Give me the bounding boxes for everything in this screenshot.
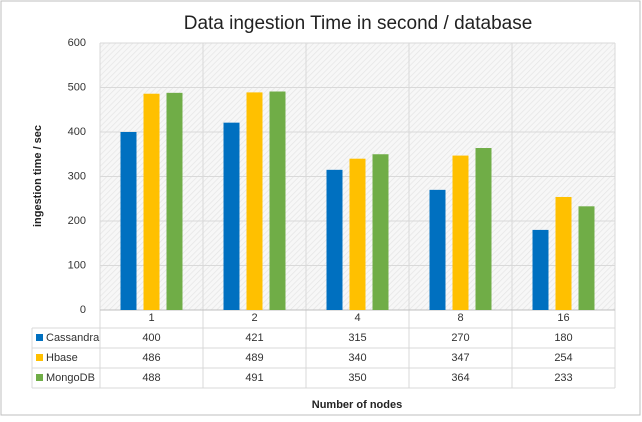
bar xyxy=(326,169,343,310)
x-tick-label: 2 xyxy=(251,312,257,324)
bar xyxy=(143,93,160,310)
legend-label: Cassandra xyxy=(46,332,100,344)
x-axis-title: Number of nodes xyxy=(312,399,402,411)
legend-label: MongoDB xyxy=(46,372,95,384)
y-tick-label: 300 xyxy=(68,170,86,182)
legend-key xyxy=(36,334,43,341)
table-cell: 340 xyxy=(348,352,366,364)
y-tick-label: 100 xyxy=(68,259,86,271)
y-tick-label: 0 xyxy=(80,304,86,316)
y-tick-label: 400 xyxy=(68,126,86,138)
y-tick-label: 600 xyxy=(68,37,86,49)
bar xyxy=(166,92,183,310)
table-cell: 364 xyxy=(451,372,469,384)
bar xyxy=(475,148,492,310)
table-cell: 180 xyxy=(554,332,572,344)
y-tick-label: 500 xyxy=(68,81,86,93)
x-tick-label: 1 xyxy=(148,312,154,324)
chart-title: Data ingestion Time in second / database xyxy=(184,13,533,34)
table-cell: 350 xyxy=(348,372,366,384)
bar xyxy=(223,122,240,310)
table-cell: 347 xyxy=(451,352,469,364)
x-tick-label: 8 xyxy=(457,312,463,324)
bar xyxy=(246,92,263,311)
table-cell: 233 xyxy=(554,372,572,384)
x-tick-label: 4 xyxy=(354,312,360,324)
bar xyxy=(349,158,366,310)
bar xyxy=(372,154,389,310)
table-cell: 315 xyxy=(348,332,366,344)
table-cell: 400 xyxy=(142,332,160,344)
legend-label: Hbase xyxy=(46,352,78,364)
legend-key xyxy=(36,374,43,381)
bar xyxy=(269,91,286,310)
bar xyxy=(532,229,549,310)
bar xyxy=(555,196,572,310)
table-cell: 488 xyxy=(142,372,160,384)
bar xyxy=(120,132,137,310)
table-cell: 491 xyxy=(245,372,263,384)
table-cell: 254 xyxy=(554,352,572,364)
table-cell: 270 xyxy=(451,332,469,344)
legend-key xyxy=(36,354,43,361)
bar xyxy=(578,206,595,310)
bar xyxy=(452,155,469,310)
table-cell: 486 xyxy=(142,352,160,364)
y-tick-label: 200 xyxy=(68,215,86,227)
y-axis-title: ingestion time / sec xyxy=(32,125,44,227)
x-tick-label: 16 xyxy=(557,312,569,324)
bar xyxy=(429,189,446,310)
table-cell: 489 xyxy=(245,352,263,364)
table-cell: 421 xyxy=(245,332,263,344)
